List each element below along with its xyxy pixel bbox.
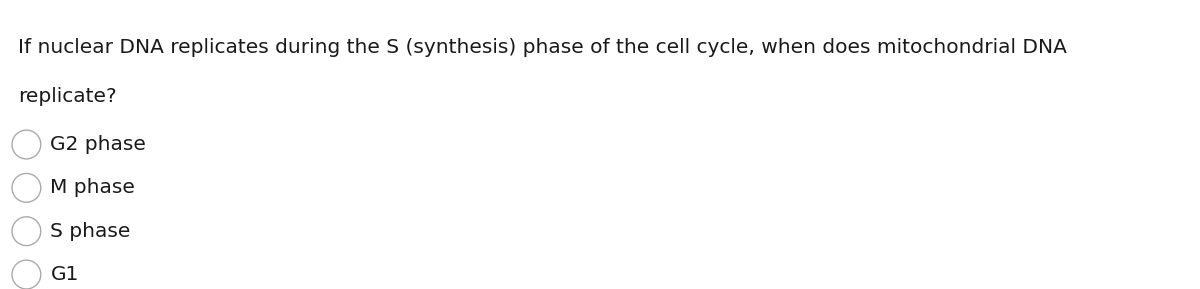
Text: S phase: S phase bbox=[50, 222, 131, 241]
Text: replicate?: replicate? bbox=[18, 87, 116, 106]
Text: G1: G1 bbox=[50, 265, 79, 284]
Text: G2 phase: G2 phase bbox=[50, 135, 146, 154]
Text: If nuclear DNA replicates during the S (synthesis) phase of the cell cycle, when: If nuclear DNA replicates during the S (… bbox=[18, 38, 1067, 57]
Text: M phase: M phase bbox=[50, 178, 136, 197]
